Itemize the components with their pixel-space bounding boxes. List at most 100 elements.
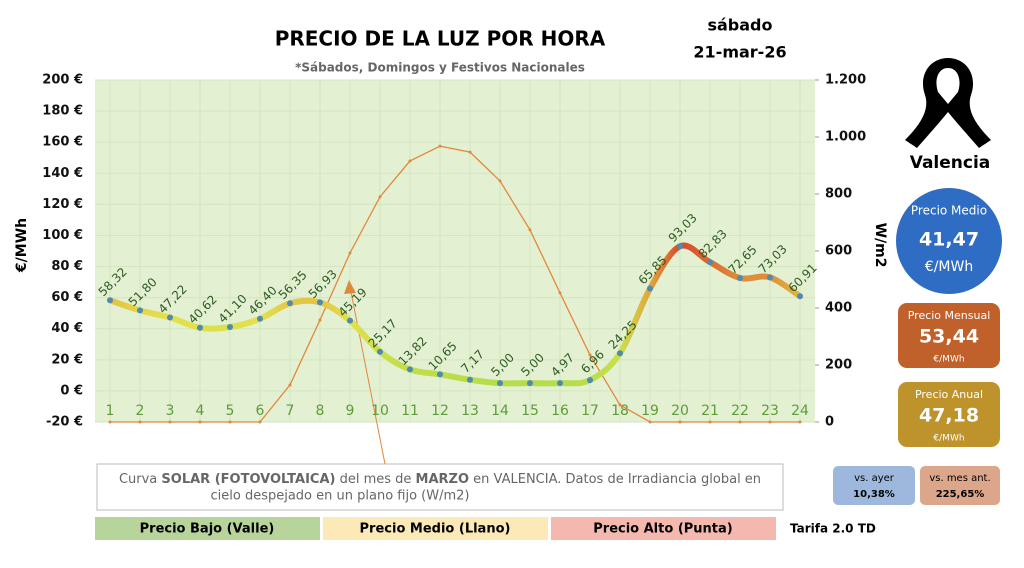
x-tick-label: 10	[371, 403, 389, 419]
solar-point	[768, 420, 772, 424]
y2-tick-label: 200	[825, 358, 852, 373]
x-tick-label: 16	[551, 403, 569, 419]
annual-label: Precio Anual	[915, 388, 983, 401]
solar-point	[678, 420, 682, 424]
x-tick-label: 17	[581, 403, 599, 419]
y2-tick-label: 600	[825, 244, 852, 259]
price-point	[617, 350, 623, 357]
solar-point	[228, 420, 232, 424]
x-tick-label: 6	[256, 403, 265, 419]
monthly-unit: €/MWh	[933, 355, 964, 365]
price-point	[497, 380, 503, 387]
price-point	[137, 307, 143, 314]
x-tick-label: 8	[316, 403, 325, 419]
solar-line	[110, 145, 800, 423]
note-text: SOLAR (FOTOVOLTAICA)	[161, 472, 335, 487]
price-point	[317, 299, 323, 306]
monthly-value: 53,44	[919, 326, 979, 348]
x-tick-label: 5	[226, 403, 235, 419]
x-tick-label: 20	[671, 403, 689, 419]
solar-point	[798, 420, 802, 424]
y-tick-label: -20 €	[46, 415, 83, 430]
y-tick-label: 140 €	[42, 166, 83, 181]
solar-point	[528, 228, 532, 232]
solar-point	[318, 318, 322, 322]
price-point	[647, 285, 653, 292]
solar-point	[258, 420, 262, 424]
average-unit: €/MWh	[925, 259, 973, 275]
vs-last-month-badge	[920, 466, 1000, 505]
solar-point	[708, 420, 712, 424]
average-badge	[896, 188, 1002, 294]
price-point	[197, 324, 203, 331]
x-tick-label: 11	[401, 403, 419, 419]
x-tick-label: 3	[166, 403, 175, 419]
price-point	[677, 243, 683, 250]
y-tick-label: 20 €	[51, 352, 83, 367]
y2-tick-label: 0	[825, 415, 834, 430]
average-value: 41,47	[919, 229, 979, 251]
y-tick-label: 40 €	[51, 321, 83, 336]
annual-value: 47,18	[919, 405, 979, 427]
note-line: cielo despejado en un plano fijo (W/m2)	[211, 489, 470, 504]
price-point	[557, 380, 563, 387]
y-tick-label: 200 €	[42, 73, 83, 88]
legend-swatch	[323, 517, 548, 540]
y-tick-label: 160 €	[42, 135, 83, 150]
x-tick-label: 7	[286, 403, 295, 419]
note-line: Curva SOLAR (FOTOVOLTAICA) del mes de MA…	[119, 472, 761, 487]
note-text: MARZO	[416, 472, 470, 487]
price-point	[467, 376, 473, 383]
solar-point	[348, 251, 352, 255]
vs-yesterday-value: 10,38%	[853, 489, 895, 500]
y-tick-label: 100 €	[42, 228, 83, 243]
y2-axis-label: W/m2	[872, 223, 888, 268]
solar-point	[438, 144, 442, 148]
vs-last-month-label: vs. mes ant.	[929, 473, 990, 484]
price-point	[257, 315, 263, 322]
x-tick-label: 22	[731, 403, 749, 419]
note-box	[96, 463, 784, 511]
solar-point	[468, 150, 472, 154]
x-tick-label: 13	[461, 403, 479, 419]
monthly-label: Precio Mensual	[908, 309, 991, 322]
solar-point	[108, 420, 112, 424]
legend-label: Precio Medio (Llano)	[360, 522, 511, 537]
solar-point	[558, 291, 562, 295]
x-tick-label: 19	[641, 403, 659, 419]
x-tick-label: 9	[346, 403, 355, 419]
solar-point	[588, 353, 592, 357]
y-tick-label: 80 €	[51, 259, 83, 274]
price-point	[767, 274, 773, 281]
city: Valencia	[910, 153, 991, 173]
y-tick-label: 60 €	[51, 290, 83, 305]
average-label: Precio Medio	[911, 204, 987, 218]
price-point	[797, 293, 803, 300]
solar-point	[288, 383, 292, 387]
ribbon-icon	[905, 58, 991, 148]
note-text: en VALENCIA. Datos de Irradiancia global…	[469, 472, 761, 487]
solar-point	[648, 420, 652, 424]
x-tick-label: 2	[136, 403, 145, 419]
y2-tick-label: 800	[825, 187, 852, 202]
solar-point	[618, 403, 622, 407]
legend-label: Precio Alto (Punta)	[593, 522, 732, 537]
price-point	[167, 314, 173, 321]
y-tick-label: 0 €	[60, 383, 83, 398]
y-tick-label: 120 €	[42, 197, 83, 212]
note-arrowhead	[344, 280, 356, 294]
x-tick-label: 15	[521, 403, 539, 419]
vs-yesterday-badge	[833, 466, 915, 505]
solar-point	[738, 420, 742, 424]
y-tick-label: 180 €	[42, 104, 83, 119]
price-point	[377, 348, 383, 355]
tariff: Tarifa 2.0 TD	[790, 522, 876, 536]
y2-tick-label: 400	[825, 301, 852, 316]
legend-swatch	[95, 517, 320, 540]
price-point	[437, 371, 443, 378]
note-arrow	[350, 291, 386, 465]
note-text: Curva	[119, 472, 161, 487]
monthly-badge	[898, 303, 1000, 368]
legend-swatch	[551, 517, 776, 540]
